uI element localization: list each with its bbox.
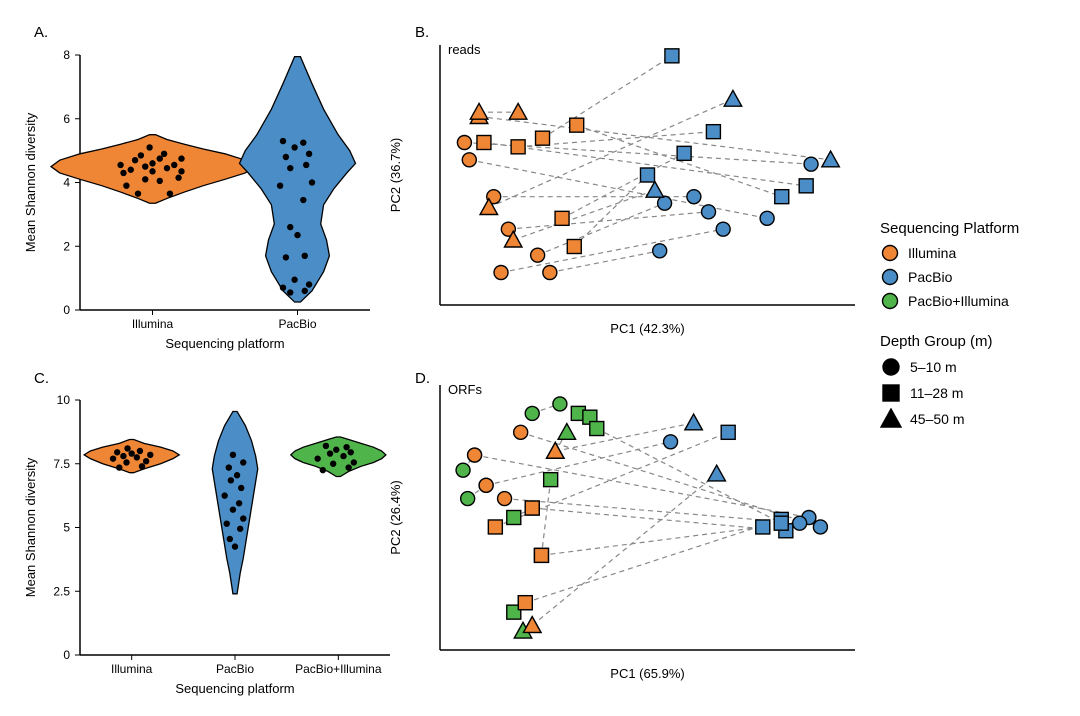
legend: Sequencing Platform Illumina PacBio PacBio… <box>880 220 1019 434</box>
svg-text:Illumina: Illumina <box>111 662 153 676</box>
svg-text:Sequencing platform: Sequencing platform <box>165 336 284 351</box>
figure: A. B. C. D. reads ORFs 02468IlluminaPacB… <box>0 0 1080 716</box>
svg-text:PacBio: PacBio <box>278 317 316 331</box>
panel-B-scatter-chart: PC2 (36.7%) PC1 (42.3%) <box>380 30 885 365</box>
legend-platform-title: Sequencing Platform <box>880 220 1019 237</box>
svg-text:PC1 (42.3%): PC1 (42.3%) <box>610 321 684 336</box>
legend-depth-title: Depth Group (m) <box>880 333 1019 350</box>
legend-depth-label: 11–28 m <box>910 385 963 401</box>
legend-depth-label: 45–50 m <box>910 411 964 427</box>
panel-C-violin-chart: 0 2.5 5 7.5 10 Illumina PacBio PacBio+Illumina M… <box>20 385 420 715</box>
svg-text:10: 10 <box>57 393 71 407</box>
legend-platform-label: PacBio <box>908 269 952 285</box>
svg-text:PC2 (26.4%): PC2 (26.4%) <box>388 480 403 554</box>
legend-platform-item: PacBio <box>880 267 1019 287</box>
svg-text:2.5: 2.5 <box>53 584 70 598</box>
legend-platform-label: PacBio+Illumina <box>908 293 1009 309</box>
legend-platform-item: PacBio+Illumina <box>880 291 1019 311</box>
legend-depth-item: 5–10 m <box>880 356 1019 378</box>
legend-depth-item: 45–50 m <box>880 408 1019 430</box>
svg-text:Mean Shannon diversity: Mean Shannon diversity <box>23 112 38 252</box>
panel-label-A: A. <box>34 24 48 41</box>
svg-text:4: 4 <box>63 176 70 190</box>
svg-text:PC2 (36.7%): PC2 (36.7%) <box>388 138 403 212</box>
svg-text:8: 8 <box>63 48 70 62</box>
svg-text:PacBio+Illumina: PacBio+Illumina <box>295 662 382 676</box>
svg-text:PC1 (65.9%): PC1 (65.9%) <box>610 666 684 681</box>
svg-text:6: 6 <box>63 112 70 126</box>
svg-text:7.5: 7.5 <box>53 457 70 471</box>
legend-platform-item: Illumina <box>880 243 1019 263</box>
legend-depth-item: 11–28 m <box>880 382 1019 404</box>
svg-text:PacBio: PacBio <box>216 662 254 676</box>
panel-A-violin-chart: 0 2 4 6 8 Illumina PacBio Mean Shannon diversit… <box>20 40 400 370</box>
legend-platform-label: Illumina <box>908 245 956 261</box>
svg-text:Mean Shannon diversity: Mean Shannon diversity <box>23 457 38 597</box>
svg-text:0: 0 <box>63 303 70 317</box>
panel-D-scatter-chart: PC2 (26.4%) PC1 (65.9%) <box>380 370 885 710</box>
legend-depth-label: 5–10 m <box>910 359 957 375</box>
svg-text:Illumina: Illumina <box>132 317 174 331</box>
svg-text:0: 0 <box>63 648 70 662</box>
svg-text:Sequencing platform: Sequencing platform <box>175 681 294 696</box>
svg-text:5: 5 <box>63 521 70 535</box>
svg-text:2: 2 <box>63 239 70 253</box>
